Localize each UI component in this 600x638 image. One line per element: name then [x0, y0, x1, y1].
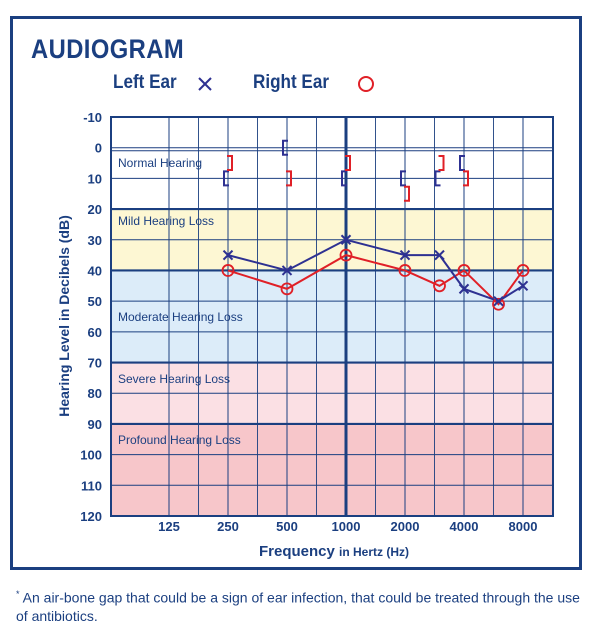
band-label-mild-hearing-loss: Mild Hearing Loss	[118, 214, 214, 228]
left-ear-point	[281, 265, 293, 276]
bone-conduction-right-bracket	[438, 155, 445, 172]
footnote-text: An air-bone gap that could be a sign of …	[16, 589, 580, 624]
footnote-mark: *	[16, 589, 20, 599]
right-ear-point	[457, 264, 471, 277]
y-tick-label: 60	[88, 325, 102, 340]
bone-conduction-right-bracket	[345, 155, 351, 172]
right-ear-point	[492, 297, 505, 311]
left-ear-point	[458, 283, 470, 295]
right-ear-point	[280, 282, 294, 296]
left-ear-point	[434, 249, 445, 261]
bone-conduction-right-bracket	[404, 185, 410, 202]
y-tick-label: 50	[88, 294, 102, 309]
y-tick-label: 100	[80, 448, 102, 463]
bone-conduction-left-bracket	[459, 155, 465, 172]
y-tick-label: -10	[83, 110, 102, 125]
band-label-profound-hearing-loss: Profound Hearing Loss	[118, 433, 241, 447]
legend-left-ear-label: Left Ear	[113, 72, 177, 93]
right-ear-point	[398, 264, 412, 277]
y-axis-label: Hearing Level in Decibels (dB)	[56, 215, 72, 417]
x-tick-label: 2000	[391, 519, 420, 534]
y-tick-label: 40	[88, 263, 102, 278]
legend-right-ear-label: Right Ear	[253, 72, 330, 93]
chart-title: AUDIOGRAM	[31, 34, 185, 64]
circle-icon	[358, 76, 374, 92]
left-ear-point	[340, 234, 352, 245]
x-axis-label: Frequency in Hertz (Hz)	[259, 543, 409, 560]
y-tick-label: 70	[88, 356, 102, 371]
x-tick-label: 8000	[509, 519, 538, 534]
band-label-moderate-hearing-loss: Moderate Hearing Loss	[118, 310, 243, 324]
band-normal-hearing	[111, 117, 553, 210]
x-tick-label: 4000	[450, 519, 479, 534]
bone-conduction-left-bracket	[434, 170, 441, 187]
audiogram-chart: Normal Hearing Mild Hearing Loss Moderate …	[56, 110, 554, 560]
y-tick-label: 30	[88, 233, 102, 248]
y-tick-label: 10	[88, 171, 102, 186]
x-tick-label: 1000	[332, 519, 361, 534]
y-tick-label: 110	[81, 478, 102, 493]
right-ear-point	[433, 279, 446, 293]
x-tick-label: 125	[158, 519, 180, 534]
x-tick-label: 250	[217, 519, 239, 534]
bone-conduction-left-bracket	[282, 139, 288, 156]
x-tick-label: 500	[276, 519, 298, 534]
band-label-severe-hearing-loss: Severe Hearing Loss	[118, 372, 230, 386]
series-line-left-ear	[227, 238, 524, 303]
y-tick-label: 80	[88, 386, 102, 401]
band-profound-hearing-loss	[111, 423, 553, 516]
y-tick-label: 20	[88, 202, 102, 217]
footnote: * An air-bone gap that could be a sign o…	[16, 585, 586, 625]
left-ear-point	[517, 280, 529, 292]
right-ear-point	[516, 264, 530, 277]
y-tick-label: 0	[95, 141, 102, 156]
bone-conduction-left-bracket	[223, 170, 229, 187]
y-tick-label: 90	[88, 417, 102, 432]
bone-conduction-right-bracket	[463, 170, 469, 187]
bone-conduction-left-bracket	[400, 170, 406, 187]
left-ear-point	[399, 249, 411, 261]
right-ear-point	[221, 264, 235, 277]
y-tick-label: 120	[80, 509, 102, 524]
right-ear-point	[339, 248, 353, 262]
left-ear-point	[222, 249, 234, 261]
left-ear-point	[493, 295, 504, 307]
bone-conduction-right-bracket	[227, 155, 233, 172]
band-label-normal-hearing: Normal Hearing	[118, 156, 202, 170]
plot-border	[110, 116, 554, 517]
bone-conduction-left-bracket	[341, 170, 347, 187]
bone-conduction-right-bracket	[286, 170, 292, 187]
x-mark-icon	[198, 77, 212, 91]
